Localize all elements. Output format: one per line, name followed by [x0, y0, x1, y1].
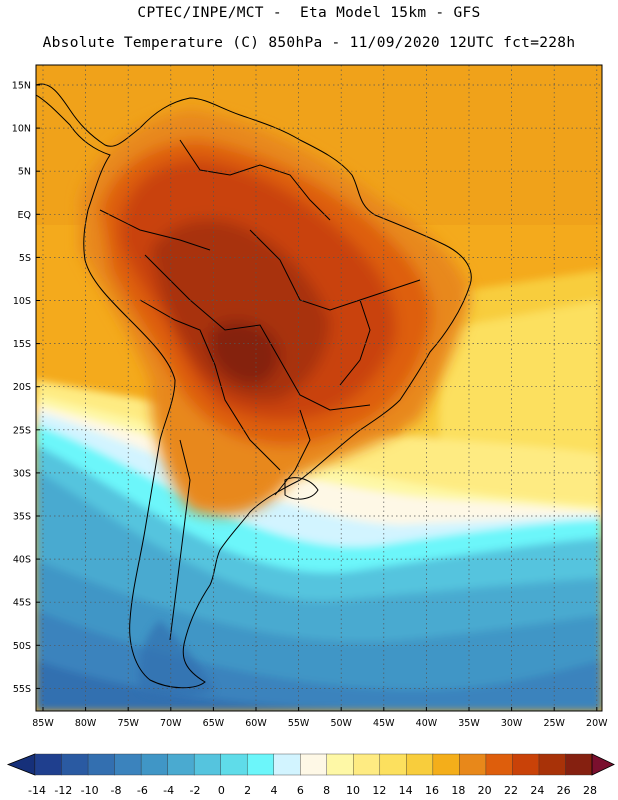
- latitude-label: 50S: [13, 641, 31, 652]
- longitude-label: 65W: [203, 718, 225, 729]
- colorbar-swatch: [353, 753, 381, 776]
- colorbar-swatch: [406, 753, 434, 776]
- colorbar-swatch: [114, 753, 142, 776]
- colorbar-label: 10: [346, 784, 360, 797]
- colorbar-swatch: [459, 753, 487, 776]
- colorbar-label: 18: [451, 784, 465, 797]
- latitude-label: 15N: [12, 81, 31, 92]
- colorbar-swatch: [538, 753, 566, 776]
- colorbar-label: -14: [28, 784, 46, 797]
- colorbar-label: 2: [244, 784, 251, 797]
- longitude-label: 60W: [245, 718, 267, 729]
- colorbar-label: 16: [425, 784, 439, 797]
- longitude-labels: 85W 80W 75W 70W 65W 60W 55W 50W 45W 40W 35W 30W 25W 2…: [32, 707, 608, 729]
- latitude-label: 20S: [13, 382, 31, 393]
- colorbar-label: -6: [137, 784, 148, 797]
- colorbar-label: 20: [478, 784, 492, 797]
- latitude-label: 55S: [13, 684, 31, 695]
- latitude-labels: 15N 10N 5N EQ 5S 10S 15S 20S 25S 30S 35S 40S 45S 50S 5…: [12, 81, 40, 695]
- colorbar-label: 26: [557, 784, 571, 797]
- latitude-label: 5S: [19, 253, 31, 264]
- colorbar-swatch: [485, 753, 513, 776]
- longitude-label: 20W: [586, 718, 608, 729]
- longitude-label: 75W: [117, 718, 139, 729]
- latitude-label: 15S: [13, 339, 31, 350]
- colorbar-label: 6: [297, 784, 304, 797]
- longitude-label: 70W: [160, 718, 182, 729]
- longitude-label: 35W: [458, 718, 480, 729]
- colorbar-label: 24: [530, 784, 544, 797]
- colorbar-label: 14: [399, 784, 413, 797]
- longitude-label: 55W: [288, 718, 310, 729]
- latitude-label: EQ: [18, 210, 31, 221]
- colorbar-swatch: [246, 753, 275, 776]
- colorbar-swatch: [87, 753, 116, 776]
- longitude-label: 85W: [32, 718, 54, 729]
- colorbar-label: -8: [111, 784, 122, 797]
- temperature-field: [36, 65, 602, 711]
- latitude-label: 10S: [13, 296, 31, 307]
- colorbar-label: 22: [504, 784, 518, 797]
- colorbar-swatch: [140, 753, 169, 776]
- colorbar-swatch: [61, 753, 89, 776]
- latitude-label: 25S: [13, 425, 31, 436]
- map-title-line-2: Absolute Temperature (C) 850hPa - 11/09/…: [42, 35, 576, 51]
- colorbar-label: -10: [81, 784, 99, 797]
- colorbar-label: -12: [54, 784, 72, 797]
- longitude-label: 40W: [416, 718, 438, 729]
- colorbar-swatch: [379, 753, 407, 776]
- colorbar-label: -4: [163, 784, 174, 797]
- colorbar-under-arrow: [6, 753, 36, 776]
- longitude-label: 30W: [501, 718, 523, 729]
- colorbar-swatch: [300, 753, 328, 776]
- latitude-label: 30S: [13, 468, 31, 479]
- colorbar-label: 0: [218, 784, 225, 797]
- colorbar-label: 8: [323, 784, 330, 797]
- colorbar-swatch: [34, 753, 63, 776]
- colorbar-label: -2: [190, 784, 201, 797]
- colorbar-swatch: [432, 753, 460, 776]
- colorbar-label: 4: [271, 784, 278, 797]
- map-title-line-1: CPTEC/INPE/MCT - Eta Model 15km - GFS: [137, 5, 481, 21]
- colorbar-swatch: [273, 753, 301, 776]
- colorbar-swatch: [326, 753, 354, 776]
- colorbar-label: 28: [583, 784, 597, 797]
- map-frame: [35, 64, 603, 712]
- latitude-label: 35S: [13, 512, 31, 523]
- latitude-label: 40S: [13, 555, 31, 566]
- colorbar-label: 12: [372, 784, 386, 797]
- colorbar-swatch: [220, 753, 248, 776]
- colorbar-over-arrow: [591, 753, 615, 776]
- colorbar-swatch: [167, 753, 195, 776]
- longitude-label: 45W: [373, 718, 395, 729]
- longitude-label: 25W: [543, 718, 565, 729]
- latitude-label: 10N: [12, 124, 31, 135]
- colorbar-swatch: [193, 753, 222, 776]
- colorbar-swatch: [512, 753, 540, 776]
- colorbar: -14 -12 -10 -8 -6 -4 -2 0 2 4 6 8 10 12 14 16 18 20 22 24 26…: [6, 753, 615, 797]
- latitude-label: 45S: [13, 598, 31, 609]
- coastline-outlines: [36, 83, 472, 689]
- colorbar-swatch: [565, 753, 593, 776]
- longitude-label: 80W: [75, 718, 97, 729]
- longitude-label: 50W: [330, 718, 352, 729]
- latitude-label: 5N: [18, 167, 31, 178]
